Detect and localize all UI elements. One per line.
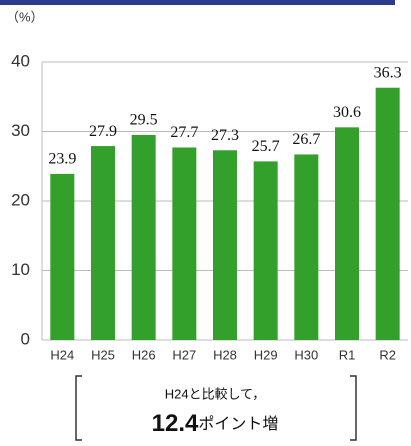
- bar: [131, 134, 156, 340]
- y-tick-label: 10: [11, 260, 30, 279]
- x-tick-label: H28: [213, 347, 237, 362]
- x-tick-label: H29: [254, 347, 278, 362]
- value-label: 27.9: [89, 123, 117, 140]
- value-label: 26.7: [292, 131, 320, 148]
- bar: [294, 154, 319, 340]
- y-tick-label: 40: [11, 51, 30, 70]
- y-tick-label: 30: [11, 121, 30, 140]
- value-label: 29.5: [130, 112, 158, 129]
- value-label: 25.7: [252, 138, 280, 155]
- value-label: 30.6: [333, 104, 361, 121]
- y-tick-label: 20: [11, 190, 30, 209]
- bar: [335, 127, 359, 340]
- x-tick-label: H30: [294, 347, 318, 362]
- bar: [375, 87, 400, 340]
- annotation-suffix: ポイント増: [198, 415, 278, 433]
- bar: [91, 146, 115, 340]
- x-tick-label: R2: [379, 347, 396, 362]
- x-tick-label: H27: [172, 347, 196, 362]
- value-label: 27.3: [211, 127, 239, 144]
- x-tick-label: H24: [50, 347, 74, 362]
- x-tick-label: H26: [132, 347, 156, 362]
- bracket-right: [350, 375, 357, 441]
- value-label: 27.7: [170, 124, 198, 141]
- bar: [50, 173, 75, 340]
- annotation-emphasis-line: 12.4ポイント増: [152, 410, 279, 437]
- x-tick-label: R1: [339, 347, 356, 362]
- annotation-box: [75, 375, 357, 441]
- value-label: 23.9: [48, 151, 76, 168]
- y-tick-label: 0: [21, 329, 30, 348]
- header-band: [0, 0, 395, 5]
- bar: [253, 161, 278, 340]
- unit-label: （%）: [6, 9, 44, 24]
- bar: [213, 150, 237, 340]
- value-label: 36.3: [374, 64, 402, 81]
- annotation-emphasis: 12.4: [152, 410, 199, 437]
- bracket-left: [75, 375, 82, 441]
- x-tick-label: H25: [91, 347, 115, 362]
- bar: [172, 147, 197, 340]
- annotation-line: H24と比較して，: [165, 386, 266, 401]
